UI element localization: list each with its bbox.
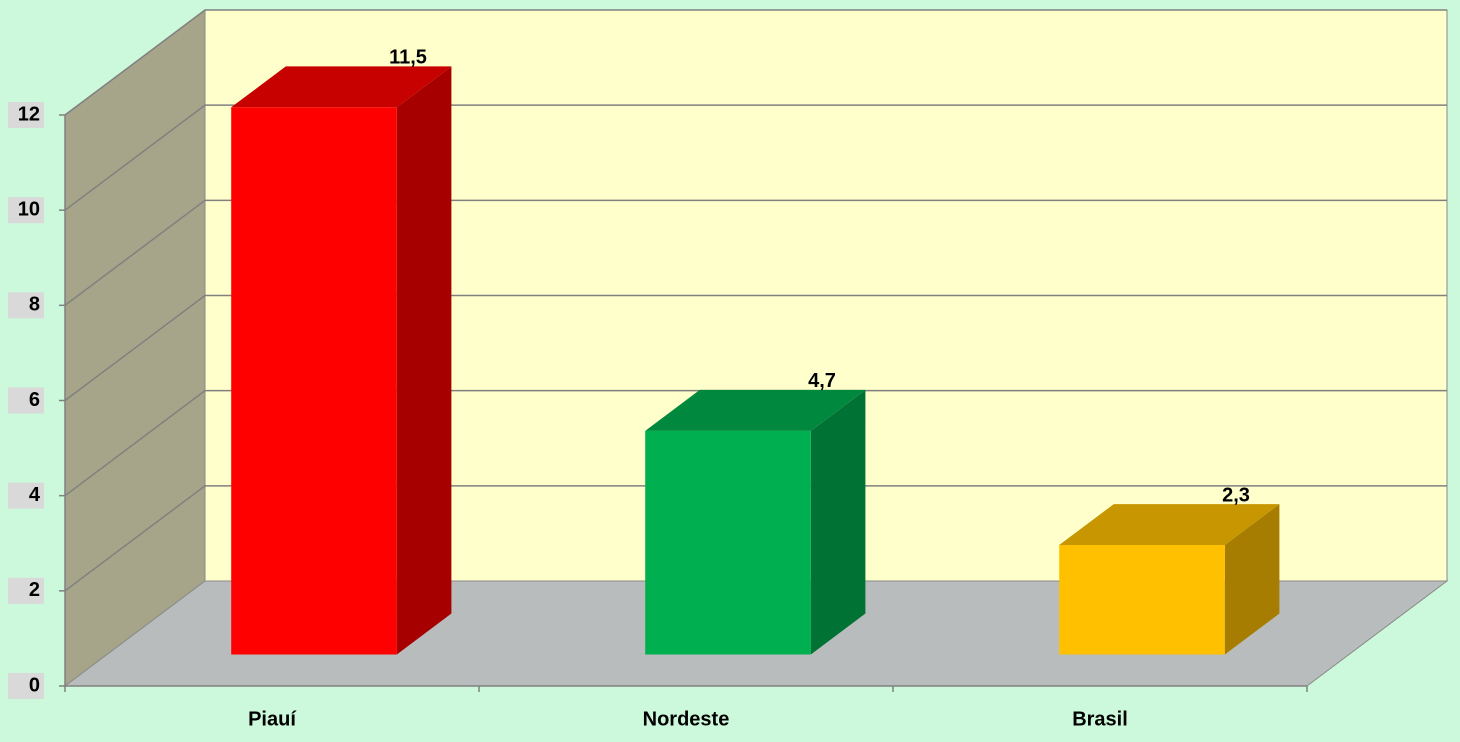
bar	[645, 389, 866, 655]
bar-front	[231, 107, 397, 655]
grid-line	[64, 485, 1447, 592]
x-tick-label: Nordeste	[643, 708, 730, 730]
y-tick-label-box	[8, 673, 44, 699]
value-label: 2,3	[1222, 484, 1250, 506]
value-label: 4,7	[808, 370, 836, 392]
y-tick-label-box	[8, 292, 44, 319]
bar-top	[1059, 504, 1280, 546]
bar	[231, 66, 452, 655]
y-tick-label: 8	[29, 294, 40, 316]
grid-line	[64, 9, 1447, 116]
y-tick-label-box	[8, 102, 44, 128]
bar-side	[396, 66, 452, 655]
bar-side	[1224, 504, 1280, 655]
y-tick-label: 6	[29, 389, 40, 411]
y-tick-label: 10	[18, 198, 40, 220]
grid-line	[64, 389, 1447, 497]
grid-line	[64, 199, 1447, 306]
bar-side	[810, 389, 866, 655]
y-tick-label: 0	[29, 674, 40, 696]
y-tick-label: 2	[29, 579, 40, 601]
x-tick-label: Piauí	[248, 708, 297, 730]
x-tick-label: Brasil	[1072, 708, 1128, 730]
y-tick-label: 4	[29, 484, 41, 506]
y-tick-label-box	[8, 197, 44, 224]
y-tick-label: 12	[18, 103, 40, 125]
grid-line	[64, 294, 1447, 402]
grid-line	[64, 104, 1447, 211]
bar-front	[645, 430, 811, 655]
value-label: 11,5	[389, 47, 427, 69]
y-tick-label-box	[8, 577, 44, 604]
bar-front	[1059, 545, 1225, 655]
y-tick-label-box	[8, 387, 44, 414]
bar	[1059, 504, 1280, 655]
y-tick-label-box	[8, 482, 44, 509]
bar-top	[231, 66, 452, 108]
bar-top	[645, 389, 866, 431]
